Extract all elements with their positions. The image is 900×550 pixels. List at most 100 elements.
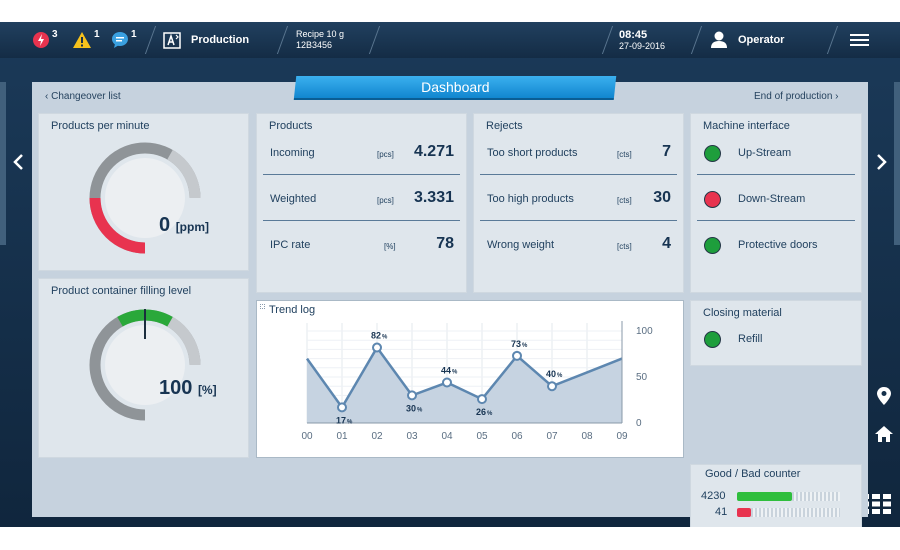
trend-log-panel: Trend log 17% 82% 30% 44% 26% 73% 40% 00 01 02 03 0…: [256, 300, 684, 458]
x-tick-label: 07: [546, 431, 558, 442]
filling-readout: 100 [%]: [159, 377, 217, 400]
hmi-screen: 3 1 1 Production Recipe 10 g 12B3456: [0, 22, 900, 527]
data-label: 26%: [476, 407, 493, 417]
gauge-red-zone: [89, 197, 146, 254]
data-point: [407, 390, 417, 401]
downstream-status-led: [704, 191, 721, 208]
location-button[interactable]: [872, 384, 896, 408]
data-point: [442, 377, 452, 388]
protective-doors-label: Protective doors: [738, 239, 818, 251]
user-button[interactable]: Operator: [710, 22, 784, 58]
rejects-title: Rejects: [486, 120, 523, 132]
protective-doors-status-led: [704, 237, 721, 254]
previous-page-button[interactable]: [6, 147, 30, 177]
home-icon: [875, 426, 893, 442]
data-label: 30%: [406, 403, 423, 413]
changeover-list-link[interactable]: ‹ Changeover list: [45, 91, 121, 102]
rejects-high-unit: [cts]: [617, 196, 632, 205]
divider: [276, 26, 289, 54]
warning-count: 1: [94, 29, 100, 40]
top-bar: 3 1 1 Production Recipe 10 g 12B3456: [0, 22, 900, 58]
divider: [690, 26, 703, 54]
data-point: [337, 402, 347, 413]
x-tick-label: 04: [441, 431, 453, 442]
good-count: 4230: [701, 490, 726, 502]
y-tick-label: 100: [636, 326, 653, 337]
gauge-upper-segment: [167, 316, 201, 366]
recipe-info[interactable]: Recipe 10 g 12B3456: [296, 22, 344, 58]
machine-title: Machine interface: [703, 120, 790, 132]
filling-gauge: [89, 309, 201, 421]
products-ipc-unit: [%]: [384, 242, 396, 251]
rejects-weight-label: Wrong weight: [487, 239, 555, 251]
end-of-production-label: End of production: [754, 91, 833, 102]
ppm-value: 0: [159, 214, 171, 236]
divider: [480, 174, 677, 175]
products-panel: Products Incoming [pcs] 4.271 Weighted […: [256, 113, 467, 293]
end-of-production-link[interactable]: End of production ›: [754, 91, 839, 102]
message-badge-inner: 1: [111, 29, 137, 49]
changeover-list-label: Changeover list: [51, 91, 121, 102]
bad-count-bar: [737, 508, 751, 517]
data-label: 40%: [546, 369, 563, 379]
divider: [697, 220, 855, 221]
filling-unit: [%]: [197, 383, 217, 397]
location-pin-icon: [877, 387, 891, 405]
filling-panel: Product container filling level 100 [%]: [38, 278, 249, 458]
right-edge-strip: [894, 82, 900, 245]
products-ipc-value: 78: [436, 235, 454, 252]
good-count-track: [792, 492, 840, 501]
divider: [144, 26, 157, 54]
upstream-label: Up-Stream: [738, 147, 792, 159]
chevron-right-icon: [877, 154, 887, 170]
alarm-badge[interactable]: 3: [32, 22, 58, 58]
message-badge[interactable]: 1: [111, 22, 137, 58]
alarm-icon: [33, 32, 49, 48]
ppm-gauge: [89, 142, 201, 254]
rejects-high-value: 30: [653, 189, 671, 206]
good-bad-counter-panel: Good / Bad counter 4230 41: [690, 464, 862, 527]
divider: [697, 174, 855, 175]
data-point: [512, 350, 522, 361]
data-point: [547, 381, 557, 392]
rejects-high-label: Too high products: [487, 193, 574, 205]
x-tick-label: 02: [371, 431, 383, 442]
products-title: Products: [269, 120, 313, 132]
home-button[interactable]: [872, 422, 896, 446]
products-ipc-label: IPC rate: [270, 239, 311, 251]
auto-mode-icon: [163, 32, 181, 49]
gauge-upper-segment: [167, 149, 201, 199]
chevron-left-icon: ‹: [45, 91, 52, 102]
ppm-panel: Products per minute 0 [ppm]: [38, 113, 249, 271]
data-point: [372, 342, 382, 353]
menu-button[interactable]: [850, 22, 870, 58]
rejects-short-label: Too short products: [487, 147, 578, 159]
rejects-short-value: 7: [662, 143, 671, 160]
warning-badge[interactable]: 1: [72, 22, 100, 58]
expand-icon[interactable]: [260, 304, 265, 309]
counter-title: Good / Bad counter: [705, 468, 801, 480]
x-tick-label: 08: [581, 431, 593, 442]
chevron-right-icon: ›: [832, 91, 839, 102]
bad-count: 41: [715, 506, 728, 518]
closing-material-panel: Closing material Refill: [690, 300, 862, 366]
rejects-short-unit: [cts]: [617, 150, 632, 159]
user-label: Operator: [738, 34, 785, 46]
refill-status-led: [704, 331, 721, 348]
trend-area: [307, 347, 622, 423]
user-icon: [711, 31, 727, 48]
alarm-badge-inner: 3: [32, 29, 58, 49]
x-tick-label: 01: [336, 431, 348, 442]
y-tick-label: 50: [636, 372, 648, 383]
trend-chart: 17% 82% 30% 44% 26% 73% 40% 00 01 02 03 04 05 06 07 08 0…: [301, 321, 653, 442]
divider: [826, 26, 839, 54]
left-edge-strip: [0, 82, 6, 245]
mode-button[interactable]: Production: [163, 22, 249, 58]
data-label: 17%: [336, 415, 353, 425]
recipe-code: 12B3456: [296, 40, 333, 50]
divider: [601, 26, 614, 54]
trend-line: [305, 345, 623, 410]
next-page-button[interactable]: [870, 147, 894, 177]
mode-label: Production: [191, 34, 250, 46]
warning-icon: [73, 32, 91, 48]
